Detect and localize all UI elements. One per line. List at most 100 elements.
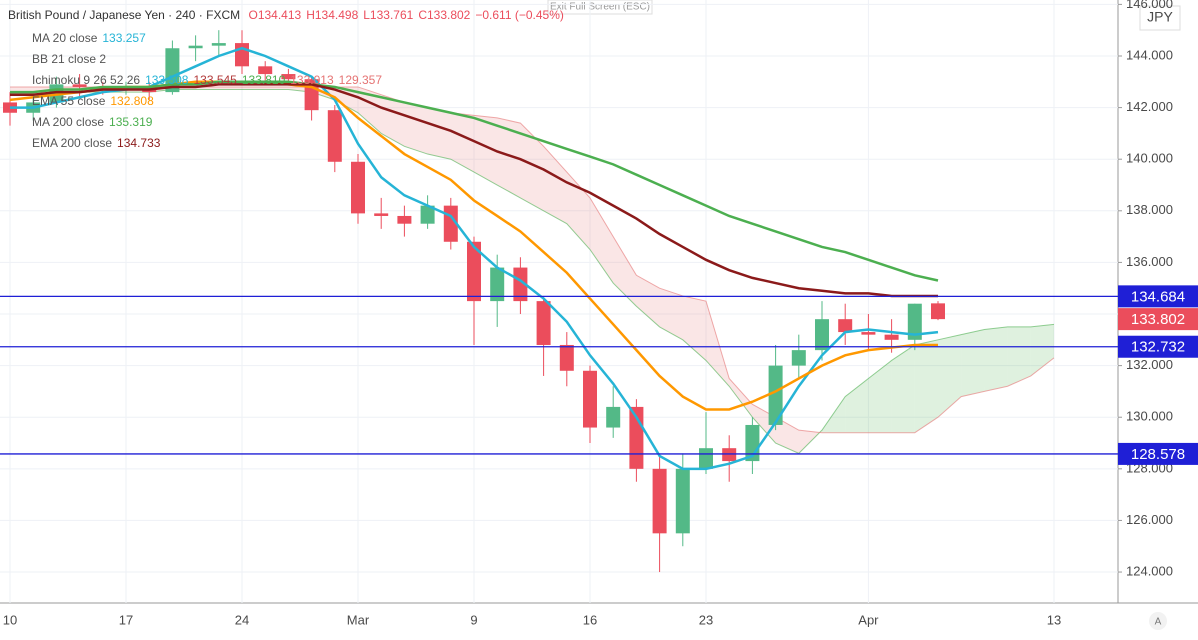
auto-scale-label[interactable]: A — [1155, 617, 1162, 628]
candle-body — [119, 86, 133, 90]
candle-body — [559, 344, 574, 371]
ohlc-readout: −0.611 (−0.45%) — [475, 8, 564, 22]
legend-row[interactable]: Ichimoku 9 26 52 26 133.508 133.545 133.810… — [10, 70, 387, 91]
legend-name: EMA 200 close — [32, 136, 113, 150]
y-tick-label: 140.000 — [1126, 151, 1173, 166]
candle-body — [884, 334, 899, 340]
cloud-segment — [543, 146, 567, 224]
exit-fullscreen-label[interactable]: Exit Full Screen (ESC) — [550, 2, 650, 13]
legend-row[interactable]: MA 200 close 135.319 — [10, 112, 387, 133]
candle-body — [907, 303, 922, 340]
legend-row[interactable]: EMA 200 close 134.733 — [10, 133, 387, 154]
cloud-segment — [961, 329, 985, 397]
ohlc-readout: L133.761 — [363, 8, 414, 22]
x-tick-label: Apr — [858, 612, 879, 627]
legend-row[interactable]: MA 20 close 133.257 — [10, 28, 387, 49]
candle-body — [165, 48, 180, 93]
cloud-segment — [938, 334, 962, 418]
candle-body — [838, 319, 853, 333]
candle-body — [188, 45, 203, 49]
cloud-segment — [636, 275, 660, 327]
legend: MA 20 close 133.257 BB 21 close 2 Ichimoku … — [10, 28, 387, 154]
cloud-segment — [868, 360, 892, 433]
auto-scale-button[interactable] — [1149, 612, 1167, 630]
candle-body — [699, 448, 713, 469]
cloud-segment — [218, 86, 242, 90]
level-tag — [1118, 442, 1198, 465]
currency: JPY — [1147, 9, 1173, 25]
last-price-tag — [1118, 308, 1198, 331]
candle-body — [397, 215, 412, 224]
symbol: British Pound / Japanese Yen · 240 · FXC… — [8, 8, 241, 22]
candle-body — [791, 350, 806, 366]
level-tag-label: 134.684 — [1131, 288, 1185, 305]
cloud-segment — [404, 102, 428, 155]
legend-value: 129.357 — [338, 73, 383, 87]
cloud-segment — [427, 107, 451, 160]
y-tick-label: 124.000 — [1126, 563, 1173, 578]
cloud-segment — [891, 344, 915, 433]
candle-body — [722, 448, 737, 462]
candle-body — [768, 365, 783, 425]
candle-body — [675, 468, 690, 534]
legend-value: 133.508 — [145, 73, 189, 87]
legend-value: 133.810 — [241, 73, 286, 87]
legend-value: 133.545 — [193, 73, 237, 87]
cloud-segment — [265, 86, 289, 90]
cloud-segment — [381, 94, 405, 147]
exit-fullscreen-button[interactable] — [547, 0, 653, 15]
candle-body — [258, 66, 273, 75]
x-tick-label: 16 — [583, 612, 597, 627]
cloud-segment — [474, 115, 498, 186]
legend-value: 134.733 — [117, 136, 161, 150]
y-tick-label: 130.000 — [1126, 409, 1173, 424]
y-tick-label: 146.000 — [1126, 0, 1173, 11]
y-tick-label: 136.000 — [1126, 254, 1173, 269]
ohlc-readout: C133.802 — [418, 8, 471, 22]
cloud-segment — [706, 301, 730, 387]
candle-body — [861, 332, 876, 335]
level-tag — [1118, 335, 1198, 358]
y-tick-label: 132.000 — [1126, 357, 1173, 372]
cloud-segment — [1030, 324, 1054, 376]
x-tick-label: 10 — [3, 612, 17, 627]
currency-box — [1139, 5, 1181, 31]
cloud-segment — [450, 112, 474, 173]
cloud-segment — [195, 86, 219, 90]
candle-body — [95, 86, 110, 90]
cloud-segment — [566, 172, 590, 250]
legend-name: EMA 55 close — [32, 94, 106, 108]
cloud-segment — [242, 86, 266, 90]
x-tick-label: 23 — [699, 612, 713, 627]
x-tick-label: 13 — [1047, 612, 1061, 627]
cloud-segment — [659, 288, 683, 340]
cloud-segment — [613, 236, 637, 307]
cloud-segment — [590, 197, 614, 284]
candle-body — [583, 370, 597, 428]
candle-body — [351, 161, 365, 214]
candle-body — [536, 301, 551, 345]
legend-value: 135.319 — [109, 115, 153, 129]
span-a-line — [10, 89, 1055, 454]
cloud-segment — [845, 378, 869, 433]
legend-row[interactable]: BB 21 close 2 — [10, 49, 387, 70]
legend-name: MA 20 close — [32, 31, 98, 45]
x-tick-label: 24 — [235, 612, 249, 627]
cloud-segment — [775, 417, 799, 454]
candle-body — [931, 303, 945, 320]
candle-body — [490, 267, 505, 302]
header: British Pound / Japanese Yen · 240 · FXC… — [8, 8, 569, 22]
cloud-segment — [729, 378, 753, 418]
level-tag-label: 132.732 — [1131, 339, 1185, 356]
cloud-segment — [984, 326, 1008, 392]
x-tick-label: Mar — [347, 612, 370, 627]
cloud-segment — [914, 339, 938, 433]
cloud-segment — [1007, 326, 1031, 387]
indicator-line — [10, 80, 939, 282]
y-tick-label: 126.000 — [1126, 512, 1173, 527]
indicator-line — [10, 83, 938, 298]
legend-row[interactable]: EMA 55 close 132.808 — [10, 91, 387, 112]
